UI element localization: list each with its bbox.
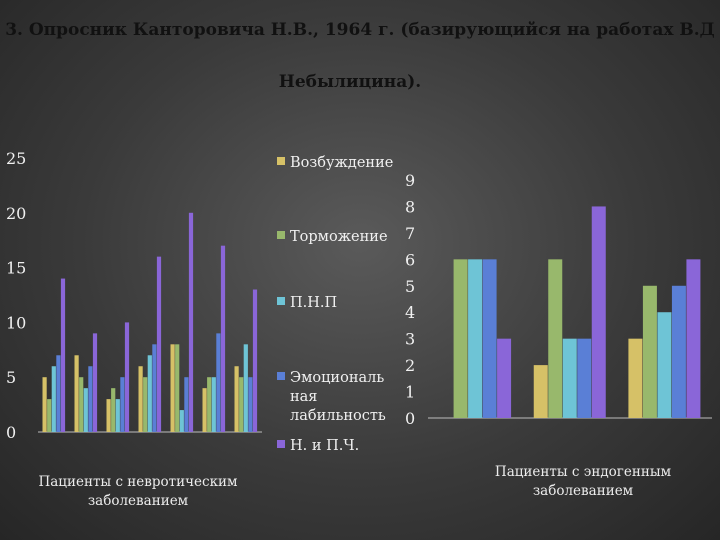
right-bar	[468, 259, 483, 418]
left-bar	[211, 377, 216, 432]
left-y-tick-label: 5	[6, 368, 16, 387]
right-y-tick-label: 7	[405, 224, 415, 243]
right-bar	[533, 365, 548, 418]
left-bar	[79, 377, 84, 432]
right-bar	[562, 338, 577, 418]
left-bar	[124, 322, 130, 432]
left-bar	[143, 377, 148, 432]
legend-label: Торможение	[290, 229, 388, 245]
right-y-tick-label: 4	[405, 303, 415, 322]
left-bar	[156, 256, 162, 432]
right-bar	[642, 285, 657, 418]
left-bar	[179, 410, 184, 432]
left-bar	[170, 344, 175, 432]
right-bar	[628, 338, 643, 418]
left-bar	[184, 377, 189, 432]
left-bar	[220, 245, 226, 432]
legend-label: лабильность	[290, 408, 386, 424]
right-y-tick-label: 2	[405, 356, 415, 375]
left-bar	[106, 399, 111, 432]
legend-swatch	[277, 440, 285, 448]
right-y-tick-label: 8	[405, 197, 415, 216]
left-bar	[88, 366, 93, 432]
left-bar	[234, 366, 239, 432]
left-y-tick-label: 20	[6, 204, 26, 223]
left-y-tick-label: 0	[6, 423, 16, 442]
left-bar	[60, 278, 66, 432]
right-y-tick-label: 0	[405, 409, 415, 428]
right-bar	[453, 259, 468, 418]
right-bar	[671, 285, 686, 418]
legend-label: Эмоциональ	[290, 370, 384, 386]
left-bar	[188, 212, 194, 432]
legend-label: Возбуждение	[290, 155, 393, 171]
left-bar	[207, 377, 212, 432]
left-bar	[115, 399, 120, 432]
legend-swatch	[277, 372, 285, 380]
left-bar	[92, 333, 98, 432]
right-bar	[497, 338, 512, 418]
legend-label: ная	[290, 389, 317, 405]
left-bar	[248, 377, 253, 432]
left-bar	[138, 366, 143, 432]
caption-neurotic: Пациенты с невротическим заболеванием	[38, 474, 238, 509]
left-bar	[216, 333, 221, 432]
left-bar	[83, 388, 88, 432]
left-bar	[147, 355, 152, 432]
left-y-tick-label: 10	[6, 313, 26, 332]
caption-endogenous: Пациенты с эндогенным заболеванием	[494, 464, 672, 499]
legend-swatch	[277, 297, 285, 305]
left-bar	[120, 377, 125, 432]
left-bar	[175, 344, 180, 432]
left-bar	[111, 388, 116, 432]
left-bar	[47, 399, 52, 432]
right-y-tick-label: 6	[405, 250, 415, 269]
right-bar	[686, 259, 701, 418]
left-bar	[152, 344, 157, 432]
right-bar	[591, 206, 606, 418]
left-bar	[42, 377, 47, 432]
legend-swatch	[277, 231, 285, 239]
legend-swatch	[277, 157, 285, 165]
left-bar	[239, 377, 244, 432]
slide-title-line2: Небылицина).	[278, 72, 422, 92]
left-bar	[56, 355, 61, 432]
right-bar	[482, 259, 497, 418]
left-y-tick-label: 15	[6, 259, 26, 278]
left-bar	[51, 366, 56, 432]
right-y-tick-label: 1	[405, 383, 415, 402]
right-y-tick-label: 3	[405, 330, 415, 349]
right-y-tick-label: 5	[405, 277, 415, 296]
left-bar	[252, 289, 258, 432]
left-bar	[202, 388, 207, 432]
left-bar	[243, 344, 248, 432]
slide-title-line1: 3. Опросник Канторовича Н.В., 1964 г. (б…	[5, 20, 715, 40]
right-bar	[577, 338, 592, 418]
right-bar	[657, 312, 672, 418]
right-bar	[548, 259, 563, 418]
legend-label: Н. и П.Ч.	[290, 438, 359, 454]
right-y-tick-label: 9	[405, 171, 415, 190]
left-bar	[74, 355, 79, 432]
legend-label: П.Н.П	[290, 295, 337, 311]
left-y-tick-label: 25	[6, 149, 26, 168]
